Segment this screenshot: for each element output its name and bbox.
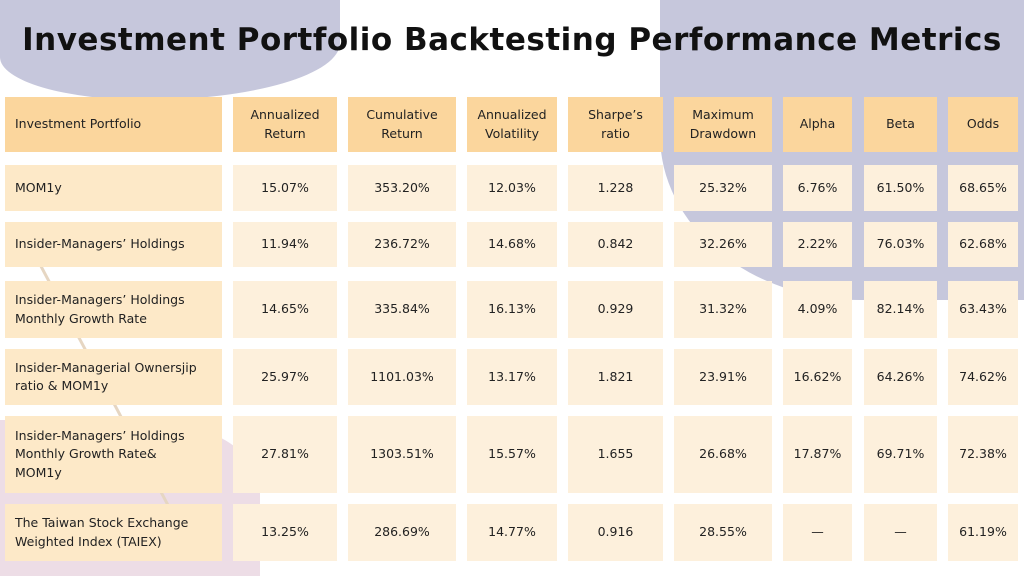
- table-cell: 25.32%: [674, 165, 772, 211]
- table-cell: 15.07%: [233, 165, 337, 211]
- table-cell: 13.17%: [467, 349, 557, 405]
- table-cell: 28.55%: [674, 504, 772, 561]
- table-cell: 14.65%: [233, 281, 337, 338]
- column-header: Cumulative Return: [348, 97, 456, 152]
- column-header: Maximum Drawdown: [674, 97, 772, 152]
- table-cell: 17.87%: [783, 416, 852, 493]
- table-cell: 16.62%: [783, 349, 852, 405]
- table-cell: 69.71%: [864, 416, 937, 493]
- table-cell: 236.72%: [348, 222, 456, 267]
- table-cell: 12.03%: [467, 165, 557, 211]
- column-header: Sharpe’s ratio: [568, 97, 663, 152]
- row-label: Insider-Managers’ Holdings Monthly Growt…: [5, 281, 222, 338]
- table-cell: 61.19%: [948, 504, 1018, 561]
- table-cell: 0.916: [568, 504, 663, 561]
- page-title: Investment Portfolio Backtesting Perform…: [22, 22, 1002, 58]
- table-cell: 2.22%: [783, 222, 852, 267]
- table-cell: 63.43%: [948, 281, 1018, 338]
- table-cell: 31.32%: [674, 281, 772, 338]
- table-cell: —: [864, 504, 937, 561]
- table-cell: 16.13%: [467, 281, 557, 338]
- table-cell: 76.03%: [864, 222, 937, 267]
- table-cell: 26.68%: [674, 416, 772, 493]
- table-cell: 14.77%: [467, 504, 557, 561]
- table-cell: 335.84%: [348, 281, 456, 338]
- table-cell: 27.81%: [233, 416, 337, 493]
- table-cell: 68.65%: [948, 165, 1018, 211]
- row-label: Insider-Managerial Ownersjip ratio & MOM…: [5, 349, 222, 405]
- table-cell: 15.57%: [467, 416, 557, 493]
- table-cell: 13.25%: [233, 504, 337, 561]
- table-cell: 32.26%: [674, 222, 772, 267]
- table-cell: 23.91%: [674, 349, 772, 405]
- table-cell: 62.68%: [948, 222, 1018, 267]
- table-cell: 1101.03%: [348, 349, 456, 405]
- table-cell: —: [783, 504, 852, 561]
- row-label: The Taiwan Stock Exchange Weighted Index…: [5, 504, 222, 561]
- column-header: Annualized Return: [233, 97, 337, 152]
- table-cell: 82.14%: [864, 281, 937, 338]
- table-cell: 0.929: [568, 281, 663, 338]
- table-cell: 6.76%: [783, 165, 852, 211]
- row-label: MOM1y: [5, 165, 222, 211]
- column-header: Annualized Volatility: [467, 97, 557, 152]
- table-cell: 61.50%: [864, 165, 937, 211]
- table-cell: 1.821: [568, 349, 663, 405]
- table-cell: 14.68%: [467, 222, 557, 267]
- column-header: Investment Portfolio: [5, 97, 222, 152]
- table-cell: 353.20%: [348, 165, 456, 211]
- row-label: Insider-Managers’ Holdings Monthly Growt…: [5, 416, 222, 493]
- table-cell: 1.228: [568, 165, 663, 211]
- table-cell: 74.62%: [948, 349, 1018, 405]
- table-cell: 25.97%: [233, 349, 337, 405]
- column-header: Odds: [948, 97, 1018, 152]
- table-cell: 4.09%: [783, 281, 852, 338]
- table-cell: 0.842: [568, 222, 663, 267]
- table-cell: 1303.51%: [348, 416, 456, 493]
- column-header: Beta: [864, 97, 937, 152]
- column-header: Alpha: [783, 97, 852, 152]
- table-cell: 286.69%: [348, 504, 456, 561]
- table-cell: 64.26%: [864, 349, 937, 405]
- table-cell: 11.94%: [233, 222, 337, 267]
- row-label: Insider-Managers’ Holdings: [5, 222, 222, 267]
- table-cell: 1.655: [568, 416, 663, 493]
- table-cell: 72.38%: [948, 416, 1018, 493]
